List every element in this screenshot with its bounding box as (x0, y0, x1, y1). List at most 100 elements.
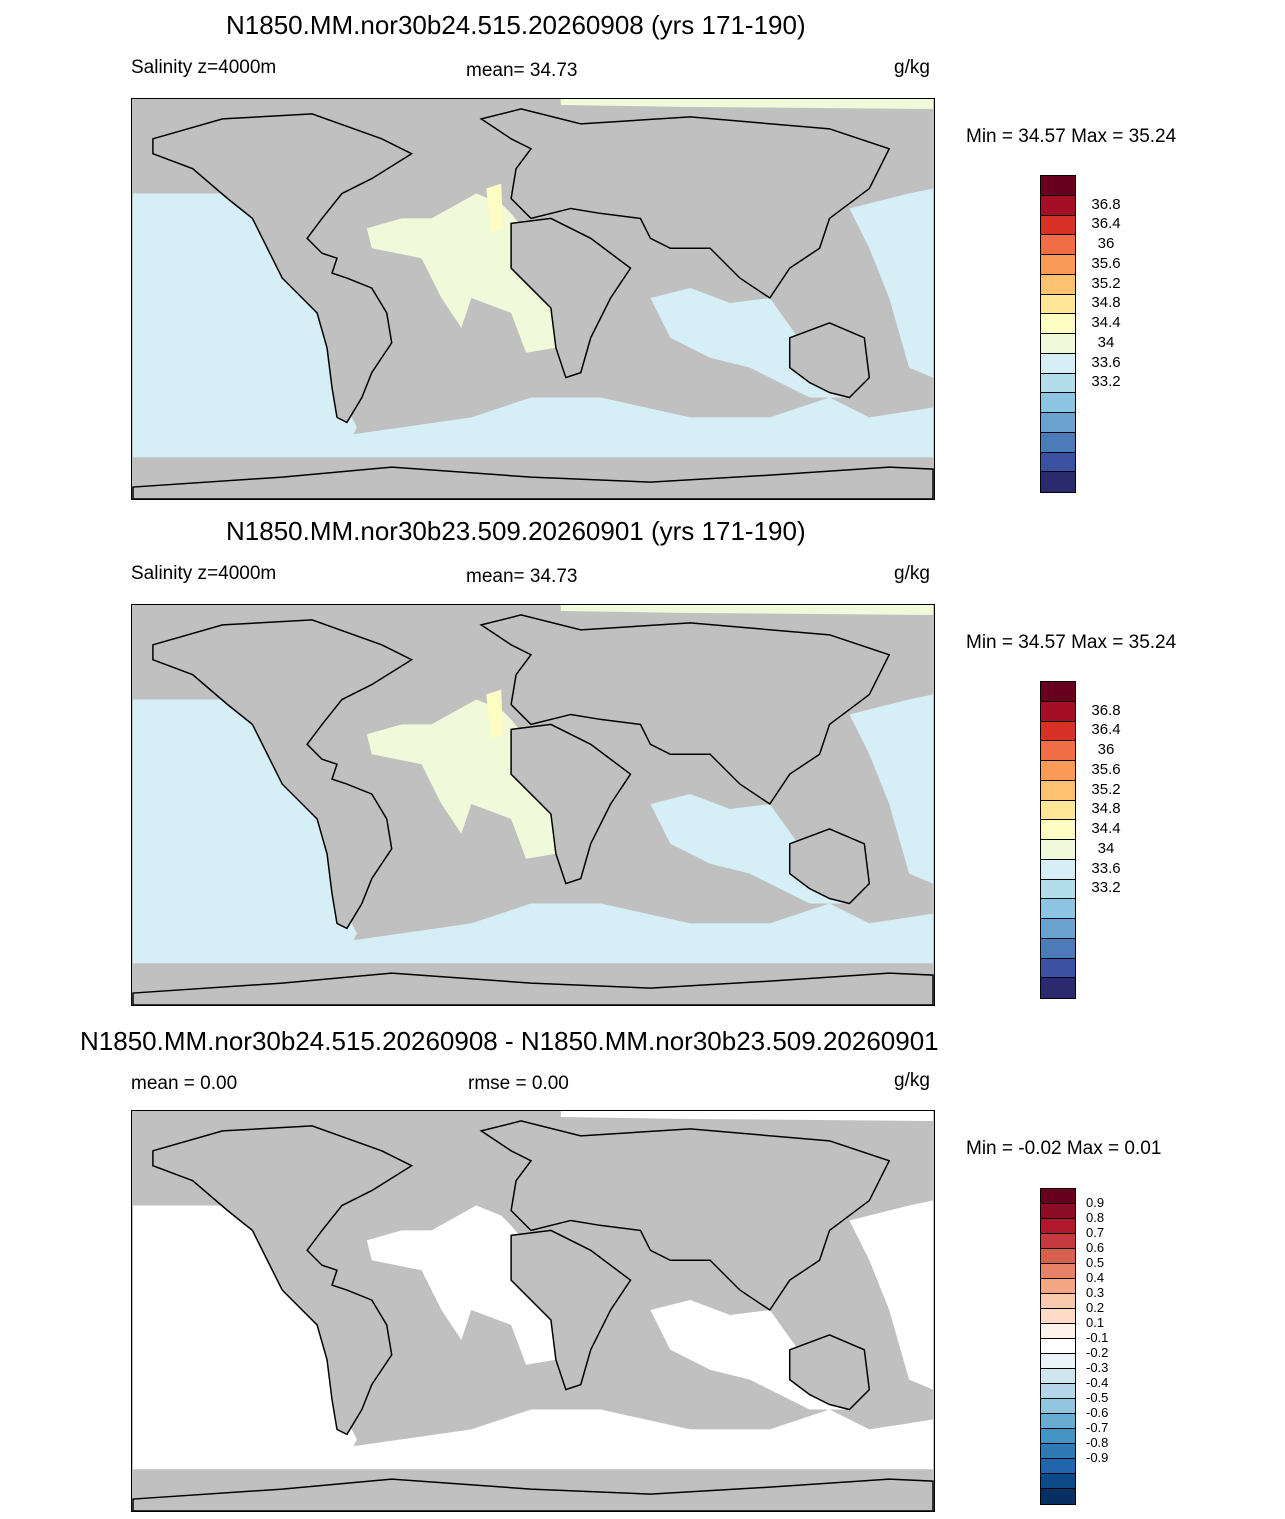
colorbar-tick-label: 33.2 (1091, 373, 1121, 391)
colorbar-swatch (1041, 1279, 1075, 1294)
colorbar-swatch (1041, 413, 1075, 433)
colorbar-swatch (1041, 1189, 1075, 1204)
map-salinity-case2 (131, 604, 935, 1006)
colorbar-tick-label: 0.6 (1086, 1240, 1105, 1255)
colorbar-tick-label: 35.6 (1091, 254, 1121, 272)
colorbar-tick-label: 36.8 (1091, 701, 1121, 719)
colorbar-tick-label: -0.2 (1086, 1345, 1109, 1360)
colorbar-swatch (1041, 978, 1075, 998)
world-map (132, 605, 934, 1005)
colorbar-swatch (1041, 1294, 1075, 1309)
colorbar-swatch (1041, 334, 1075, 354)
colorbar-swatch (1041, 215, 1075, 236)
colorbar-tick-label: 35.2 (1091, 780, 1121, 798)
colorbar-swatch (1041, 373, 1075, 394)
colorbar-swatch (1041, 393, 1075, 413)
colorbar-tick-label: 36 (1097, 741, 1115, 759)
colorbar-swatch (1041, 1369, 1075, 1384)
colorbar-swatch (1041, 721, 1075, 742)
colorbar-tick-label: 34.4 (1091, 314, 1121, 332)
units-label: g/kg (894, 563, 930, 584)
colorbar-swatch (1041, 820, 1075, 840)
colorbar-tick-label: 36 (1097, 235, 1115, 253)
colorbar-swatch (1041, 780, 1075, 801)
colorbar-tick-label: 34.8 (1091, 800, 1121, 818)
colorbar-tick-label: 35.6 (1091, 760, 1121, 778)
min-max-label: Min = 34.57 Max = 35.24 (966, 632, 1177, 653)
colorbar-swatch (1041, 682, 1075, 702)
world-map (132, 1111, 934, 1511)
colorbar-tick-label: -0.4 (1086, 1375, 1109, 1390)
colorbar-tick-label: 0.4 (1086, 1270, 1105, 1285)
colorbar-tick-label: -0.6 (1086, 1405, 1109, 1420)
colorbar (1040, 175, 1076, 493)
colorbar-tick-label: 0.3 (1086, 1285, 1105, 1300)
colorbar-swatch (1041, 1399, 1075, 1414)
min-max-label: Min = -0.02 Max = 0.01 (966, 1138, 1162, 1159)
colorbar-swatch (1041, 958, 1075, 979)
colorbar-swatch (1041, 840, 1075, 860)
colorbar-tick-label: 34 (1097, 333, 1115, 351)
colorbar-swatch (1041, 1249, 1075, 1264)
colorbar-swatch (1041, 1339, 1075, 1354)
colorbar-swatch (1041, 1489, 1075, 1504)
colorbar-tick-label: 36.8 (1091, 195, 1121, 213)
colorbar-tick-label: 34 (1097, 839, 1115, 857)
mean-label: mean= 34.73 (466, 566, 578, 587)
colorbar-tick-label: 33.2 (1091, 879, 1121, 897)
panel-title: N1850.MM.nor30b24.515.20260908 - N1850.M… (80, 1026, 939, 1056)
colorbar-tick-label: -0.8 (1086, 1435, 1109, 1450)
colorbar-tick-label: 33.6 (1091, 859, 1121, 877)
colorbar-swatch (1041, 1204, 1075, 1219)
colorbar-tick-label: -0.7 (1086, 1420, 1109, 1435)
colorbar-swatch (1041, 452, 1075, 473)
colorbar-swatch (1041, 1354, 1075, 1369)
colorbar-swatch (1041, 176, 1075, 196)
min-max-label: Min = 34.57 Max = 35.24 (966, 126, 1177, 147)
colorbar-swatch (1041, 314, 1075, 334)
mean-label: mean= 34.73 (466, 60, 578, 81)
colorbar-swatch (1041, 919, 1075, 939)
colorbar-swatch (1041, 472, 1075, 492)
colorbar-tick-label: -0.3 (1086, 1360, 1109, 1375)
rmse-label: rmse = 0.00 (468, 1073, 569, 1094)
panel-title: N1850.MM.nor30b23.509.20260901 (yrs 171-… (226, 516, 806, 546)
colorbar-tick-label: 35.2 (1091, 274, 1121, 292)
panel-title: N1850.MM.nor30b24.515.20260908 (yrs 171-… (226, 10, 806, 40)
colorbar-tick-label: 0.2 (1086, 1300, 1105, 1315)
units-label: g/kg (894, 57, 930, 78)
colorbar-tick-label: 33.6 (1091, 353, 1121, 371)
colorbar-tick-label: 0.1 (1086, 1315, 1105, 1330)
variable-label: Salinity z=4000m (131, 57, 277, 78)
map-salinity-difference (131, 1110, 935, 1512)
colorbar-swatch (1041, 1219, 1075, 1234)
colorbar-swatch (1041, 1324, 1075, 1339)
mean-label: mean = 0.00 (131, 1073, 238, 1094)
variable-label: Salinity z=4000m (131, 563, 277, 584)
colorbar (1040, 1188, 1076, 1505)
colorbar-swatch (1041, 1309, 1075, 1324)
colorbar-swatch (1041, 274, 1075, 295)
colorbar-swatch (1041, 432, 1075, 453)
world-map (132, 99, 934, 499)
colorbar-tick-label: 34.8 (1091, 294, 1121, 312)
colorbar-swatch (1041, 800, 1075, 821)
colorbar-swatch (1041, 761, 1075, 781)
colorbar-swatch (1041, 879, 1075, 900)
colorbar (1040, 681, 1076, 999)
colorbar-swatch (1041, 195, 1075, 216)
colorbar-tick-label: -0.1 (1086, 1330, 1109, 1345)
colorbar-tick-label: 36.4 (1091, 721, 1121, 739)
colorbar-swatch (1041, 938, 1075, 959)
colorbar-swatch (1041, 1384, 1075, 1399)
colorbar-swatch (1041, 255, 1075, 275)
colorbar-swatch (1041, 1264, 1075, 1279)
colorbar-tick-label: 0.7 (1086, 1225, 1105, 1240)
colorbar-swatch (1041, 859, 1075, 880)
colorbar-tick-label: 0.9 (1086, 1195, 1105, 1210)
colorbar-swatch (1041, 1444, 1075, 1459)
colorbar-tick-label: 0.5 (1086, 1255, 1105, 1270)
colorbar-swatch (1041, 353, 1075, 374)
colorbar-swatch (1041, 235, 1075, 255)
colorbar-swatch (1041, 294, 1075, 315)
